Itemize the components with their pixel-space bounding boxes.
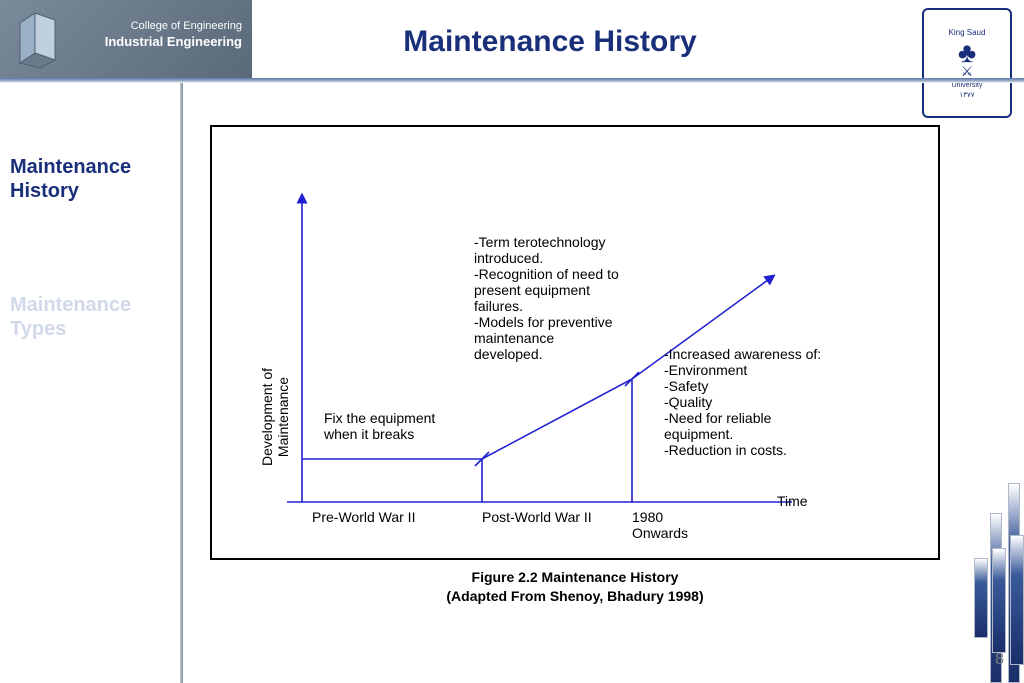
svg-text:1980: 1980 <box>632 509 663 525</box>
svg-text:when it breaks: when it breaks <box>323 426 414 442</box>
figure-caption-line2: (Adapted From Shenoy, Bhadury 1998) <box>446 588 703 604</box>
svg-text:-Need for reliable: -Need for reliable <box>664 410 772 426</box>
svg-text:Post-World War II: Post-World War II <box>482 509 592 525</box>
svg-text:-Safety: -Safety <box>664 378 708 394</box>
svg-text:Onwards: Onwards <box>632 525 688 541</box>
figure-box: Development ofMaintenance Time Pre-World W… <box>210 125 940 560</box>
svg-text:-Quality: -Quality <box>664 394 712 410</box>
svg-text:-Environment: -Environment <box>664 362 747 378</box>
college-label: College of Engineering <box>70 20 242 32</box>
svg-text:developed.: developed. <box>474 346 543 362</box>
sidebar-divider <box>180 83 183 683</box>
svg-text:-Reduction in costs.: -Reduction in costs. <box>664 442 787 458</box>
book-icon <box>15 8 60 70</box>
svg-text:-Term terotechnology: -Term terotechnology <box>474 234 606 250</box>
page-number: 8 <box>995 651 1004 669</box>
svg-text:equipment.: equipment. <box>664 426 733 442</box>
svg-text:-Models for preventive: -Models for preventive <box>474 314 613 330</box>
university-emblem: King Saud ♣ ⚔ University ١٣٧٧ <box>922 8 1012 118</box>
svg-text:Maintenance: Maintenance <box>275 377 291 457</box>
figure-caption-line1: Figure 2.2 Maintenance History <box>472 569 679 585</box>
maintenance-history-chart: Development ofMaintenance Time Pre-World W… <box>212 127 942 562</box>
nav-item-maintenance-types[interactable]: Maintenance Types <box>10 293 170 341</box>
deco-bar <box>992 548 1006 653</box>
svg-text:introduced.: introduced. <box>474 250 543 266</box>
svg-text:Time: Time <box>777 493 808 509</box>
swords-icon: ⚔ <box>961 63 974 80</box>
svg-text:-Recognition of need to: -Recognition of need to <box>474 266 619 282</box>
svg-text:maintenance: maintenance <box>474 330 554 346</box>
svg-text:Development of: Development of <box>259 368 275 466</box>
page-title: Maintenance History <box>300 25 800 59</box>
svg-text:Fix the equipment: Fix the equipment <box>324 410 435 426</box>
department-label: Industrial Engineering <box>70 34 242 49</box>
svg-text:failures.: failures. <box>474 298 523 314</box>
emblem-top-text: King Saud <box>949 28 986 37</box>
emblem-year: ١٣٧٧ <box>959 91 974 99</box>
header-divider <box>0 78 1024 83</box>
header-logo-block: College of Engineering Industrial Engine… <box>0 0 252 78</box>
deco-bar <box>974 558 988 638</box>
svg-text:-Increased awareness of:: -Increased awareness of: <box>664 346 821 362</box>
svg-text:present equipment: present equipment <box>474 282 590 298</box>
svg-text:Pre-World War II: Pre-World War II <box>312 509 415 525</box>
deco-bar <box>1010 535 1024 665</box>
nav-item-maintenance-history[interactable]: Maintenance History <box>10 155 170 203</box>
figure-caption: Figure 2.2 Maintenance History (Adapted … <box>210 568 940 606</box>
sidebar-nav: Maintenance History Maintenance Types <box>10 155 170 431</box>
